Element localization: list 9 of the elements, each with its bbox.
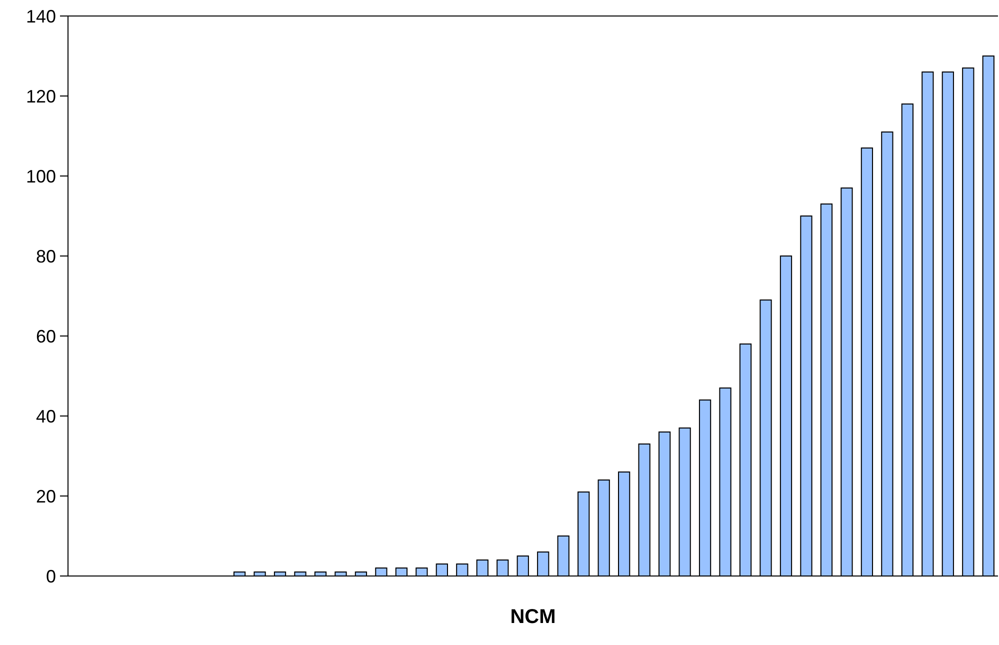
y-tick-label: 60 bbox=[36, 326, 56, 346]
y-tick-label: 40 bbox=[36, 406, 56, 426]
y-tick-label: 0 bbox=[46, 566, 56, 586]
x-axis-title: NCM bbox=[510, 606, 556, 628]
y-tick-label: 120 bbox=[26, 86, 56, 106]
y-tick-label: 100 bbox=[26, 166, 56, 186]
y-tick-label: 20 bbox=[36, 486, 56, 506]
y-tick-label: 140 bbox=[26, 6, 56, 26]
y-tick-label: 80 bbox=[36, 246, 56, 266]
